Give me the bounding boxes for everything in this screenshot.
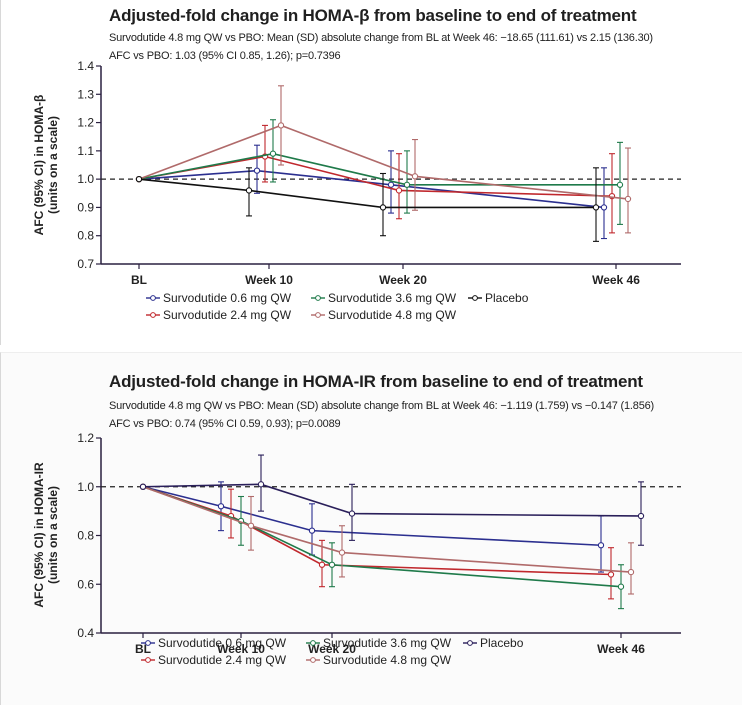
chart-title: Adjusted-fold change in HOMA-β from base… <box>109 6 637 25</box>
legend-label: Survodutide 3.6 mg QW <box>328 291 457 305</box>
data-point <box>624 195 632 203</box>
series-line <box>142 483 642 517</box>
data-point <box>269 150 277 157</box>
y-tick-label: 0.8 <box>77 529 94 543</box>
homa-ir-panel: Adjusted-fold change in HOMA-IR from bas… <box>0 352 742 705</box>
legend-label: Survodutide 0.6 mg QW <box>163 291 292 305</box>
legend-label: Placebo <box>480 636 524 650</box>
data-point <box>318 561 326 568</box>
homa-beta-chart: 0.7 0.8 0.9 1.0 1.1 1.2 1.3 1.4 BL Week 10 Week 20… <box>32 59 681 322</box>
y-axis-label-line-2: (units on a scale) <box>46 116 60 214</box>
chart-subtitle-2: AFC vs PBO: 1.03 (95% CI 0.85, 1.26); p=… <box>109 50 341 62</box>
series-line <box>142 485 612 576</box>
series-line <box>138 124 629 200</box>
data-point <box>607 571 615 578</box>
homa-beta-panel: Adjusted-fold change in HOMA-β from base… <box>0 0 742 345</box>
chart-subtitle: Survodutide 4.8 mg QW vs PBO: Mean (SD) … <box>109 400 654 412</box>
x-tick-label: Week 20 <box>379 273 427 287</box>
data-point <box>253 167 261 174</box>
series-line <box>138 152 620 186</box>
legend-swatch-marker <box>472 295 478 301</box>
legend-label: Survodutide 4.8 mg QW <box>328 308 457 322</box>
y-tick-label: 0.4 <box>77 626 94 640</box>
legend-swatch-marker <box>315 295 321 301</box>
legend-swatch-marker <box>150 312 156 318</box>
data-point <box>217 503 225 510</box>
chart-title: Adjusted-fold change in HOMA-IR from bas… <box>109 372 643 391</box>
legend-label: Survodutide 4.8 mg QW <box>323 653 452 667</box>
data-point <box>387 181 395 188</box>
legend-swatch-marker <box>310 657 316 663</box>
y-axis-label-line-1: AFC (95% CI) in HOMA-IR <box>32 462 46 608</box>
data-point <box>348 510 356 517</box>
homa-ir-chart: 0.40.60.81.01.2BL Week 10 Week 20 Week 46AF… <box>32 431 681 667</box>
data-point <box>245 187 253 194</box>
y-tick-label: 0.6 <box>77 577 94 591</box>
series-line <box>142 485 602 547</box>
y-tick-label: 1.2 <box>77 116 94 130</box>
data-point <box>308 527 316 534</box>
legend-swatch-marker <box>145 657 151 663</box>
x-tick-label: Week 46 <box>597 642 645 656</box>
legend-swatch-marker <box>150 295 156 301</box>
x-tick-label: Week 10 <box>217 642 265 656</box>
legend-swatch-marker <box>145 640 151 646</box>
x-tick-label: Week 10 <box>245 273 293 287</box>
y-axis-label: AFC (95% CI) in HOMA-IR (units on a scale… <box>32 462 60 608</box>
y-axis-label-line-2: (units on a scale) <box>46 486 60 584</box>
data-point <box>328 561 336 568</box>
data-point <box>139 483 147 490</box>
data-point <box>135 175 143 183</box>
y-tick-label: 1.4 <box>77 59 94 73</box>
chart-subtitle-2: AFC vs PBO: 0.74 (95% CI 0.59, 0.93); p=… <box>109 418 341 430</box>
data-point <box>247 522 255 529</box>
data-point <box>592 204 600 211</box>
legend-swatch-marker <box>467 640 473 646</box>
chart-subtitle: Survodutide 4.8 mg QW vs PBO: Mean (SD) … <box>109 32 653 44</box>
x-tick-label: BL <box>131 273 147 287</box>
data-point <box>617 583 625 590</box>
y-tick-label: 0.7 <box>77 257 94 271</box>
legend-swatch-marker <box>315 312 321 318</box>
data-point <box>379 204 387 211</box>
data-point <box>597 542 605 549</box>
y-tick-label: 1.0 <box>77 172 94 186</box>
legend-label: Survodutide 2.4 mg QW <box>158 653 287 667</box>
x-tick-label: Week 20 <box>308 642 356 656</box>
data-point <box>637 512 645 520</box>
data-point <box>411 173 419 180</box>
series-line <box>142 485 632 573</box>
legend-swatch-marker <box>310 640 316 646</box>
y-tick-label: 1.3 <box>77 87 94 101</box>
y-tick-label: 1.2 <box>77 431 94 445</box>
series-line <box>138 169 605 209</box>
data-point <box>600 204 608 211</box>
y-tick-label: 0.8 <box>77 229 94 243</box>
data-point <box>616 181 624 188</box>
y-axis-label-line-1: AFC (95% CI) in HOMA-β <box>32 95 46 236</box>
series-line <box>138 178 596 209</box>
data-point <box>403 181 411 188</box>
legend-label: Survodutide 3.6 mg QW <box>323 636 452 650</box>
x-tick-label: Week 46 <box>592 273 640 287</box>
data-point <box>338 549 346 556</box>
legend-label: Survodutide 0.6 mg QW <box>158 636 287 650</box>
legend-label: Survodutide 2.4 mg QW <box>163 308 292 322</box>
y-tick-label: 1.0 <box>77 480 94 494</box>
data-point <box>627 568 635 576</box>
y-axis-label: AFC (95% CI) in HOMA-β (units on a scale) <box>32 95 60 236</box>
y-tick-label: 0.9 <box>77 200 94 214</box>
y-tick-label: 1.1 <box>77 144 94 158</box>
data-point <box>257 481 265 488</box>
data-point <box>277 122 285 129</box>
data-point <box>395 187 403 194</box>
legend-label: Placebo <box>485 291 529 305</box>
